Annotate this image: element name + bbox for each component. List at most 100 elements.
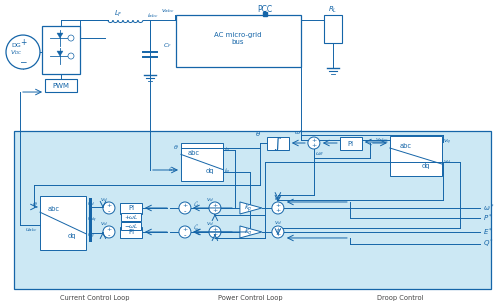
Bar	[340, 137, 362, 150]
Text: $i_q$: $i_q$	[224, 167, 230, 177]
Text: $\int$: $\int$	[273, 135, 282, 152]
Text: abc: abc	[399, 143, 412, 149]
Text: +: +	[275, 233, 281, 237]
Circle shape	[103, 202, 115, 214]
Text: Current Control Loop: Current Control Loop	[60, 295, 130, 301]
Text: $\omega_{ff}$: $\omega_{ff}$	[315, 150, 325, 158]
Text: $u_{dq}$: $u_{dq}$	[87, 215, 97, 225]
Bar	[14, 131, 491, 289]
Text: $v_d$: $v_d$	[206, 220, 214, 228]
Circle shape	[6, 35, 40, 69]
Text: $Q^*$: $Q^*$	[483, 238, 494, 250]
Text: $u_q$: $u_q$	[87, 231, 95, 241]
Text: $\theta$: $\theta$	[173, 143, 179, 151]
Bar	[89, 198, 92, 242]
Bar	[176, 15, 301, 67]
Text: $V_{DC}$: $V_{DC}$	[9, 49, 22, 58]
Text: +: +	[311, 138, 316, 143]
Text: PCC: PCC	[257, 5, 272, 13]
Text: +: +	[212, 233, 218, 237]
Text: +: +	[212, 227, 218, 232]
Text: $v_d$: $v_d$	[443, 158, 451, 166]
Bar	[120, 203, 142, 214]
Polygon shape	[57, 33, 63, 38]
Circle shape	[179, 202, 191, 214]
Circle shape	[103, 226, 115, 238]
Text: $u_{abc}$: $u_{abc}$	[25, 226, 38, 234]
Bar	[121, 222, 141, 230]
Text: $u_d$: $u_d$	[87, 200, 95, 208]
Text: +: +	[20, 38, 26, 47]
Text: $i_q^*$: $i_q^*$	[193, 223, 200, 235]
Circle shape	[179, 226, 191, 238]
Bar	[181, 143, 223, 181]
Text: -: -	[108, 208, 110, 214]
Text: $i_{abc}$: $i_{abc}$	[147, 11, 159, 20]
Bar	[390, 136, 442, 176]
Text: −: −	[19, 58, 27, 66]
Text: dq: dq	[422, 163, 431, 169]
Text: $\theta$: $\theta$	[32, 200, 38, 208]
Bar	[263, 12, 267, 16]
Text: $k_p$: $k_p$	[245, 202, 253, 214]
Bar	[40, 196, 86, 250]
Text: $P^*$: $P^*$	[483, 212, 493, 224]
Text: PI: PI	[348, 140, 354, 147]
Text: -: -	[184, 232, 186, 238]
Text: $+\omega L$: $+\omega L$	[124, 213, 138, 221]
Text: PI: PI	[128, 205, 134, 211]
Text: $-\omega L$: $-\omega L$	[124, 222, 138, 230]
Circle shape	[68, 35, 74, 41]
Text: AC micro-grid
bus: AC micro-grid bus	[214, 32, 262, 45]
Text: $\omega'$: $\omega'$	[274, 195, 282, 203]
Polygon shape	[240, 226, 262, 238]
Polygon shape	[240, 202, 262, 214]
Bar	[45, 79, 77, 92]
Text: $v_d$: $v_d$	[206, 196, 214, 204]
Text: dq: dq	[206, 169, 215, 174]
Text: $k_q$: $k_q$	[245, 226, 253, 238]
Circle shape	[272, 226, 284, 238]
Circle shape	[308, 137, 320, 149]
Circle shape	[68, 53, 74, 59]
Text: $v_{abc}$: $v_{abc}$	[161, 7, 175, 15]
Text: $i_d^*$: $i_d^*$	[193, 200, 200, 211]
Text: PWM: PWM	[53, 83, 69, 88]
Polygon shape	[57, 51, 63, 56]
Text: -: -	[184, 208, 186, 214]
Text: +: +	[275, 227, 281, 232]
Bar	[42, 26, 80, 74]
Text: +: +	[183, 227, 187, 232]
Text: $v_{abc}$: $v_{abc}$	[375, 136, 389, 144]
Circle shape	[209, 226, 221, 238]
Text: $E^*$: $E^*$	[483, 226, 493, 238]
Text: $R_L$: $R_L$	[328, 5, 337, 15]
Text: $v_q$: $v_q$	[443, 137, 451, 147]
Text: DG: DG	[11, 43, 21, 47]
Text: +: +	[106, 227, 112, 232]
Bar	[267, 137, 289, 150]
Text: +: +	[311, 143, 316, 148]
Bar	[120, 227, 142, 238]
Circle shape	[209, 202, 221, 214]
Bar	[121, 213, 141, 221]
Text: -: -	[108, 232, 110, 238]
Text: $L_F$: $L_F$	[114, 9, 123, 19]
Text: $v_d$: $v_d$	[100, 196, 108, 204]
Text: +: +	[106, 203, 112, 208]
Text: dq: dq	[68, 233, 76, 240]
Text: PI: PI	[128, 230, 134, 236]
Text: $i_d$: $i_d$	[224, 146, 231, 155]
Circle shape	[272, 202, 284, 214]
Text: $\theta$: $\theta$	[255, 129, 261, 137]
Text: +: +	[183, 203, 187, 208]
Text: abc: abc	[187, 150, 199, 155]
Text: $i_{abc}$: $i_{abc}$	[168, 166, 179, 174]
Text: $\omega^*$: $\omega^*$	[483, 202, 494, 214]
Text: +: +	[275, 208, 281, 214]
Text: +: +	[275, 203, 281, 208]
Text: $\omega'$: $\omega'$	[294, 129, 302, 137]
Text: $v_d$: $v_d$	[274, 219, 282, 227]
Text: $C_F$: $C_F$	[164, 42, 173, 50]
Text: abc: abc	[48, 207, 60, 212]
